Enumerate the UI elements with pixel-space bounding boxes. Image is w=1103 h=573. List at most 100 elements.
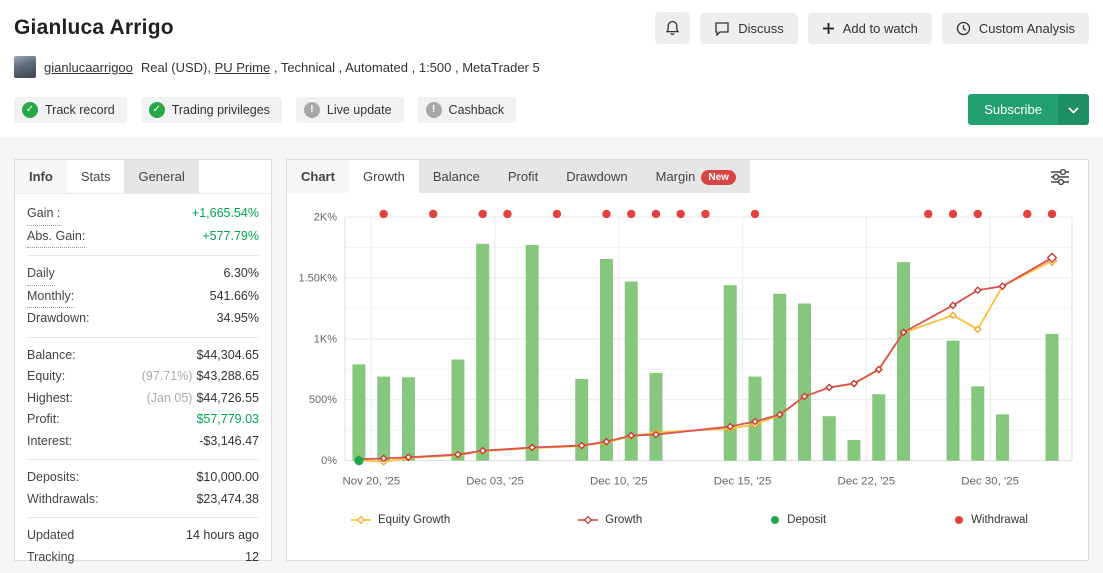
badge-live-update[interactable]: ! Live update [295, 96, 404, 123]
x-tick-label: Dec 10, '25 [590, 476, 648, 488]
notifications-button[interactable] [655, 12, 691, 44]
exclamation-circle-icon: ! [425, 101, 442, 118]
withdrawal-dot[interactable] [676, 209, 685, 219]
tab-label: Info [29, 169, 53, 184]
bar-7[interactable] [525, 245, 539, 461]
bar-11[interactable] [624, 281, 638, 461]
bar-25[interactable] [971, 386, 985, 461]
account-username-link[interactable]: gianlucaarrigoo [44, 59, 133, 75]
bar-2[interactable] [401, 377, 415, 461]
stats-group: Deposits: $10,000.00 Withdrawals: $23,474.3… [27, 459, 259, 517]
subscribe-label[interactable]: Subscribe [968, 94, 1058, 125]
badge-cashback[interactable]: ! Cashback [417, 96, 517, 123]
withdrawal-dot[interactable] [924, 209, 933, 219]
withdrawal-dot[interactable] [503, 209, 512, 219]
withdrawal-dot[interactable] [1023, 209, 1032, 219]
page-header: Gianluca Arrigo Discuss Add to watch Custo… [0, 0, 1103, 137]
legend-growth[interactable]: Growth [578, 514, 642, 526]
deposit-dot[interactable] [354, 456, 364, 466]
bar-24[interactable] [946, 340, 960, 461]
stat-row: Abs. Gain: +577.79% [27, 226, 259, 248]
bar-28[interactable] [1045, 333, 1059, 461]
stat-value: $23,474.38 [196, 491, 259, 506]
new-badge: New [701, 170, 736, 185]
tab-label: Balance [432, 169, 480, 184]
broker-link[interactable]: PU Prime [214, 59, 271, 75]
chart-legend: Equity Growth Growth Deposit Withdrawal [287, 504, 1088, 526]
stat-value: 6.30% [223, 266, 259, 280]
tab-general[interactable]: General [124, 160, 199, 193]
y-tick-label: 500% [309, 394, 337, 406]
tab-growth[interactable]: Growth [348, 160, 419, 193]
stat-label: Abs. Gain: [27, 226, 86, 248]
bar-1[interactable] [377, 376, 391, 461]
stat-label: Profit: [27, 412, 60, 426]
withdrawal-dot[interactable] [1047, 209, 1057, 219]
discuss-icon [714, 21, 730, 36]
withdrawal-dot[interactable] [379, 209, 388, 219]
legend-equity-growth[interactable]: Equity Growth [351, 514, 450, 526]
tab-info[interactable]: Info [15, 160, 67, 193]
badge-trading-privileges[interactable]: ✓ Trading privileges [140, 96, 282, 123]
withdrawal-dot[interactable] [701, 209, 710, 219]
withdrawal-dot[interactable] [973, 209, 982, 219]
marker-growth [899, 328, 908, 337]
bar-5[interactable] [476, 243, 490, 461]
tab-drawdown[interactable]: Drawdown [552, 160, 642, 193]
withdrawal-dot[interactable] [651, 209, 661, 219]
stats-group: Gain : +1,665.54% Abs. Gain: +577.79% [27, 196, 259, 255]
series-growth[interactable] [358, 257, 1053, 461]
tab-balance[interactable]: Balance [418, 160, 494, 193]
legend-withdrawal[interactable]: Withdrawal [954, 514, 1028, 526]
bar-19[interactable] [822, 416, 836, 461]
tab-stats[interactable]: Stats [66, 160, 125, 193]
bar-9[interactable] [575, 379, 589, 461]
chart-settings-button[interactable] [1044, 160, 1076, 197]
action-label: Add to watch [842, 20, 918, 36]
tab-chart[interactable]: Chart [287, 160, 349, 193]
discuss-button[interactable]: Discuss [700, 12, 798, 44]
bar-17[interactable] [773, 293, 787, 461]
badge-track-record[interactable]: ✓ Track record [14, 96, 127, 123]
withdrawal-dot[interactable] [750, 209, 760, 219]
stat-value: 14 hours ago [186, 528, 259, 542]
subscribe-dropdown[interactable] [1058, 94, 1089, 125]
y-tick-label: 2K% [314, 211, 337, 223]
marker-growth [998, 282, 1007, 291]
add-to-watch-button[interactable]: Add to watch [807, 12, 932, 44]
withdrawal-dot[interactable] [627, 209, 636, 219]
custom-analysis-button[interactable]: Custom Analysis [941, 12, 1089, 44]
withdrawal-dot[interactable] [948, 209, 958, 219]
account-meta-before: Real (USD), [140, 59, 215, 75]
bar-0[interactable] [352, 364, 366, 461]
page-title: Gianluca Arrigo [14, 16, 174, 39]
stat-row: Balance: $44,304.65 [27, 345, 259, 367]
subscribe-button[interactable]: Subscribe [968, 94, 1089, 125]
bar-15[interactable] [723, 285, 737, 461]
legend-deposit[interactable]: Deposit [770, 514, 826, 526]
badge-label: Track record [45, 102, 115, 117]
stat-value-prefix: (Jan 05) [146, 390, 193, 405]
tab-label: General [138, 169, 185, 184]
withdrawal-dot[interactable] [428, 209, 438, 219]
bar-12[interactable] [649, 372, 663, 461]
action-label: Discuss [738, 20, 784, 36]
bar-4[interactable] [451, 359, 465, 461]
withdrawal-dot[interactable] [552, 209, 562, 219]
growth-chart[interactable]: 0% 500% 1K% 1.50K% 2K% Nov 20, '25 Dec 03, '25… [289, 201, 1082, 501]
tab-profit[interactable]: Profit [493, 160, 553, 193]
bar-22[interactable] [897, 262, 910, 461]
action-label: Custom Analysis [978, 20, 1075, 36]
tab-margin[interactable]: Margin New [641, 160, 750, 193]
marker-growth [454, 450, 462, 459]
bar-21[interactable] [872, 394, 886, 461]
stat-row: Daily 6.30% [27, 263, 259, 286]
withdrawal-dot[interactable] [478, 209, 487, 219]
marker-growth [800, 392, 809, 401]
bar-10[interactable] [599, 259, 613, 461]
withdrawal-dot[interactable] [602, 209, 611, 219]
x-tick-label: Dec 15, '25 [714, 476, 772, 488]
bar-18[interactable] [797, 303, 811, 461]
bar-20[interactable] [847, 439, 861, 461]
bar-26[interactable] [996, 414, 1010, 461]
